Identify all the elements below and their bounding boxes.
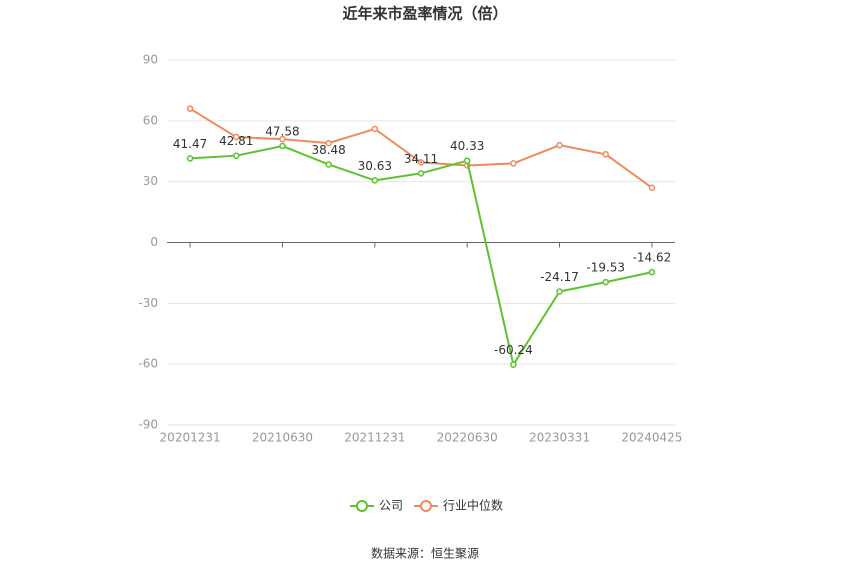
data-label: 34.11 xyxy=(404,152,438,166)
point xyxy=(325,139,332,147)
point xyxy=(510,361,517,368)
data-label: -19.53 xyxy=(586,261,625,275)
point xyxy=(648,184,656,191)
point xyxy=(233,152,240,159)
point xyxy=(602,278,609,286)
point xyxy=(556,288,563,295)
y-tick-label: -90 xyxy=(138,418,158,432)
data-label: -24.17 xyxy=(540,270,579,284)
source: 数据来源：恒生聚源 xyxy=(371,546,479,561)
point xyxy=(417,159,425,166)
point xyxy=(371,125,379,133)
point xyxy=(648,268,656,276)
point xyxy=(186,105,194,112)
y-tick-label: 90 xyxy=(143,53,158,67)
x-tick-label: 20211231 xyxy=(344,431,405,445)
legend-label: 公司 xyxy=(379,499,403,513)
point xyxy=(510,160,517,167)
y-tick-label: 0 xyxy=(150,235,158,249)
legend-marker xyxy=(356,500,368,512)
legend-marker xyxy=(420,500,432,512)
data-label: 38.48 xyxy=(311,143,345,157)
data-label: -60.24 xyxy=(494,343,533,357)
chart-title: 近年来市盈率情况（倍） xyxy=(342,5,507,23)
x-tick-label: 20240425 xyxy=(621,431,682,445)
x-tick-label: 20230331 xyxy=(529,431,590,445)
point xyxy=(371,177,379,184)
y-tick-label: -60 xyxy=(138,357,158,371)
point xyxy=(279,142,286,150)
y-tick-label: 30 xyxy=(143,174,158,188)
data-label: -14.62 xyxy=(633,251,672,265)
x-tick-label: 20210630 xyxy=(252,431,313,445)
point xyxy=(325,161,332,168)
y-tick-label: 60 xyxy=(143,113,158,127)
series-line xyxy=(190,144,653,368)
point xyxy=(233,133,240,141)
data-label: 42.81 xyxy=(219,134,253,148)
data-label: 47.58 xyxy=(265,125,299,139)
point xyxy=(463,157,471,164)
x-tick-label: 20201231 xyxy=(160,431,221,445)
point xyxy=(602,151,609,158)
legend-label: 行业中位数 xyxy=(443,498,503,513)
point xyxy=(186,155,194,162)
point xyxy=(556,141,563,149)
data-label: 40.33 xyxy=(450,139,484,153)
y-tick-label: -30 xyxy=(138,296,158,310)
x-tick-label: 20220630 xyxy=(437,431,498,445)
point xyxy=(417,170,425,177)
data-label: 41.47 xyxy=(173,137,207,151)
point xyxy=(279,135,286,143)
data-label: 30.63 xyxy=(358,159,392,173)
